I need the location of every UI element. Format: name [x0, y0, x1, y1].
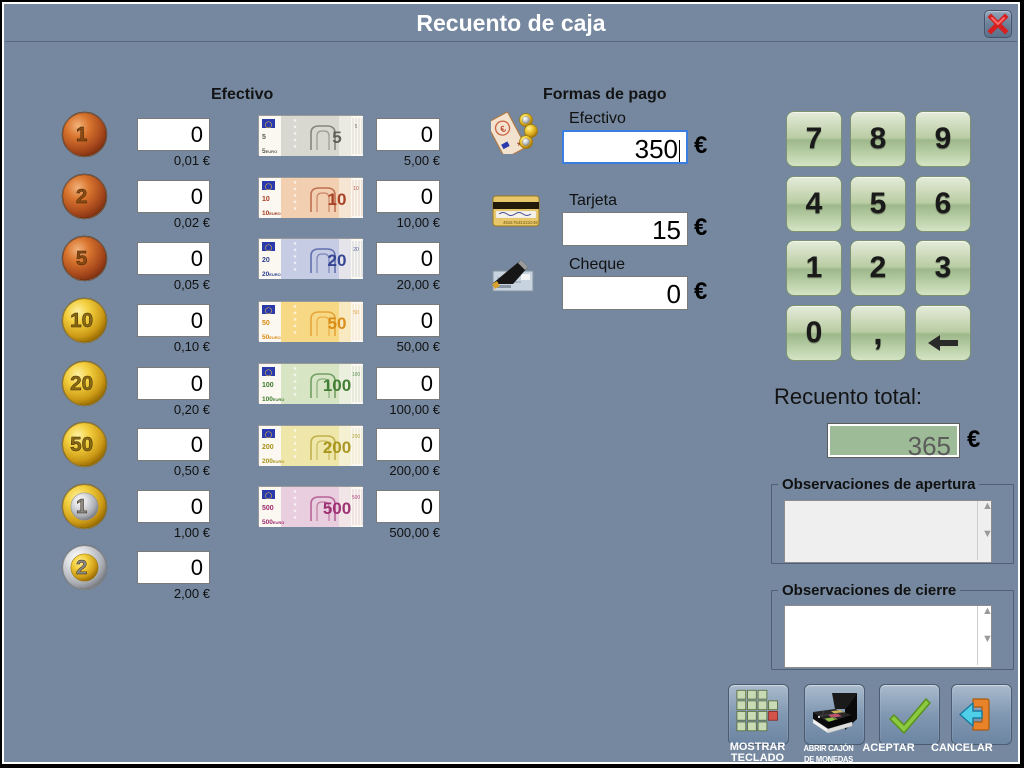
svg-text:★: ★ [293, 124, 298, 130]
svg-text:48: 48 [533, 220, 538, 225]
svg-text:★: ★ [293, 199, 298, 205]
svg-text:★: ★ [293, 386, 298, 392]
svg-text:★: ★ [293, 137, 298, 143]
svg-text:★: ★ [293, 254, 298, 260]
svg-text:20: 20 [328, 251, 347, 270]
svg-text:★: ★ [293, 454, 298, 460]
svg-text:7543: 7543 [513, 220, 523, 225]
svg-text:1: 1 [75, 123, 87, 146]
svg-text:10: 10 [262, 196, 270, 203]
svg-text:2: 2 [75, 556, 87, 579]
svg-text:★: ★ [293, 186, 298, 192]
svg-text:2210: 2210 [523, 220, 533, 225]
svg-text:★: ★ [293, 366, 298, 372]
svg-text:20EURO: 20EURO [262, 271, 281, 278]
svg-text:★: ★ [293, 304, 298, 310]
svg-text:★: ★ [293, 131, 298, 137]
svg-text:★: ★ [293, 502, 298, 508]
svg-text:500EURO: 500EURO [262, 519, 284, 526]
svg-text:★: ★ [293, 373, 298, 379]
svg-text:50EURO: 50EURO [262, 334, 281, 341]
svg-text:20: 20 [262, 257, 270, 264]
svg-text:100: 100 [352, 372, 361, 378]
svg-text:◯: ◯ [265, 368, 273, 376]
svg-text:50: 50 [328, 314, 347, 333]
svg-text:10: 10 [328, 190, 347, 209]
svg-text:10EURO: 10EURO [262, 210, 281, 217]
svg-text:★: ★ [293, 379, 298, 385]
svg-text:5: 5 [355, 124, 358, 130]
svg-text:50: 50 [262, 320, 270, 327]
svg-text:200: 200 [262, 444, 274, 451]
svg-text:50: 50 [70, 433, 93, 456]
svg-text:★: ★ [293, 330, 298, 336]
svg-text:500: 500 [323, 499, 351, 518]
svg-text:100EURO: 100EURO [262, 396, 284, 403]
svg-text:200EURO: 200EURO [262, 458, 284, 465]
svg-text:★: ★ [293, 180, 298, 186]
svg-text:★: ★ [293, 248, 298, 254]
svg-text:◯: ◯ [265, 120, 273, 128]
svg-text:★: ★ [293, 267, 298, 273]
svg-text:★: ★ [293, 317, 298, 323]
svg-text:◯: ◯ [265, 491, 273, 499]
svg-text:★: ★ [293, 323, 298, 329]
svg-text:★: ★ [293, 428, 298, 434]
svg-text:◯: ◯ [265, 182, 273, 190]
svg-text:★: ★ [293, 392, 298, 398]
svg-text:20: 20 [353, 247, 359, 253]
svg-text:500: 500 [262, 505, 274, 512]
svg-text:1: 1 [75, 495, 87, 518]
svg-text:★: ★ [293, 310, 298, 316]
svg-text:100: 100 [262, 382, 274, 389]
svg-text:4916: 4916 [503, 220, 513, 225]
svg-text:★: ★ [293, 434, 298, 440]
svg-text:5: 5 [75, 247, 87, 270]
svg-text:◯: ◯ [265, 244, 273, 252]
svg-text:2: 2 [75, 185, 87, 208]
svg-text:★: ★ [293, 241, 298, 247]
svg-text:★: ★ [293, 118, 298, 124]
svg-text:★: ★ [293, 496, 298, 502]
svg-text:★: ★ [293, 515, 298, 521]
svg-text:★: ★ [293, 489, 298, 495]
svg-text:★: ★ [293, 509, 298, 515]
svg-text:20: 20 [70, 372, 93, 395]
svg-text:5: 5 [332, 128, 341, 147]
svg-text:◯: ◯ [265, 430, 273, 438]
svg-text:200: 200 [352, 434, 361, 440]
svg-text:500: 500 [352, 495, 361, 501]
svg-text:5EURO: 5EURO [262, 148, 277, 155]
svg-text:10: 10 [353, 186, 359, 192]
svg-text:10: 10 [70, 309, 93, 332]
svg-text:★: ★ [293, 447, 298, 453]
svg-text:★: ★ [293, 144, 298, 150]
svg-text:5: 5 [262, 134, 266, 141]
svg-text:◯: ◯ [265, 306, 273, 314]
svg-text:★: ★ [293, 261, 298, 267]
svg-text:100: 100 [323, 376, 351, 395]
svg-text:★: ★ [293, 206, 298, 212]
svg-text:★: ★ [293, 441, 298, 447]
svg-text:★: ★ [293, 193, 298, 199]
svg-text:50: 50 [353, 310, 359, 316]
svg-text:200: 200 [323, 438, 351, 457]
